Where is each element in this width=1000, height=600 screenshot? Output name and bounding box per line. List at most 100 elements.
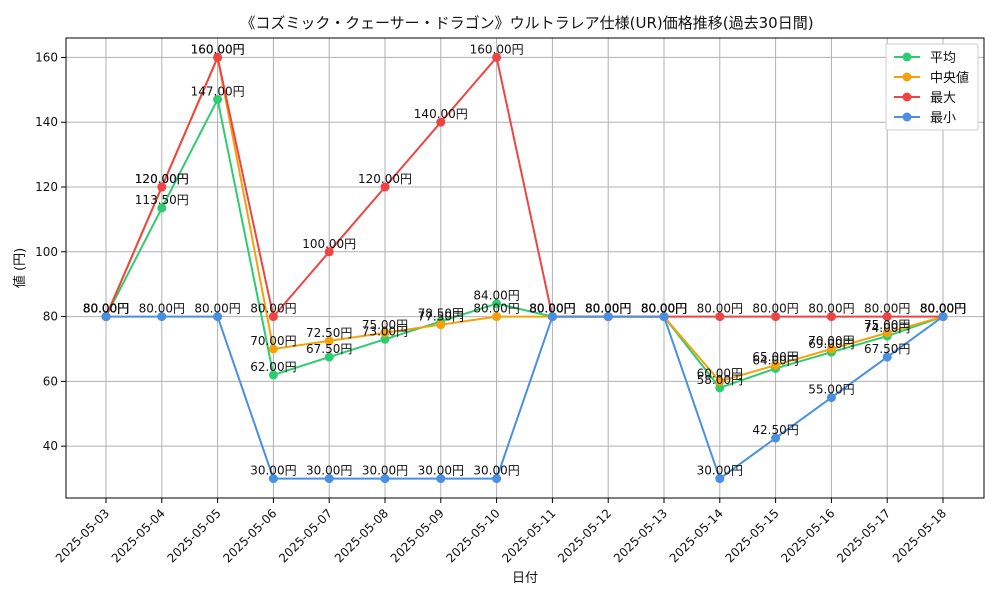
x-tick-label: 2025-05-10 (444, 506, 503, 565)
legend-swatch-marker (902, 92, 912, 102)
data-label: 80.00円 (864, 302, 910, 316)
data-label: 70.00円 (808, 334, 854, 348)
data-label: 67.50円 (864, 342, 910, 356)
series-line (105, 96, 944, 390)
data-point (938, 312, 948, 322)
data-label: 64.00円 (752, 353, 798, 367)
data-label: 75.00円 (362, 318, 408, 332)
legend-swatch-marker (902, 72, 912, 82)
data-label: 70.00円 (250, 334, 296, 348)
x-tick-label: 2025-05-12 (555, 506, 614, 565)
data-point (268, 344, 278, 354)
data-label: 120.00円 (358, 172, 412, 186)
legend-label: 最小 (930, 111, 956, 126)
legend-label: 中央値 (930, 70, 969, 86)
data-point (882, 312, 892, 322)
x-tick-label: 2025-05-07 (276, 506, 335, 565)
data-label: 147.00円 (191, 85, 245, 99)
x-tick-label: 2025-05-04 (109, 506, 168, 565)
data-point (213, 95, 223, 105)
data-point (826, 344, 836, 354)
series-line (106, 315, 944, 481)
data-point (324, 336, 334, 346)
data-label: 80.00円 (752, 302, 798, 316)
data-label: 140.00円 (414, 107, 468, 121)
data-label: 80.00円 (250, 302, 296, 316)
data-point (492, 299, 502, 309)
x-tick-label: 2025-05-08 (332, 506, 391, 565)
data-point (436, 474, 446, 484)
series-line (105, 54, 944, 383)
data-point (268, 474, 278, 484)
data-label: 80.00円 (83, 302, 129, 316)
data-point (492, 474, 502, 484)
data-point (157, 203, 167, 213)
data-label: 80.00円 (697, 302, 743, 316)
data-point (492, 312, 502, 322)
data-point (715, 312, 725, 322)
data-label: 120.00円 (135, 172, 189, 186)
data-label: 80.00円 (641, 302, 687, 316)
data-point (157, 312, 167, 322)
x-tick-label: 2025-05-16 (778, 506, 837, 565)
x-tick-label: 2025-05-06 (220, 506, 279, 565)
data-label: 80.00円 (83, 302, 129, 316)
data-label: 80.00円 (920, 302, 966, 316)
data-label: 80.00円 (641, 302, 687, 316)
x-tick-label: 2025-05-03 (53, 506, 112, 565)
data-point (157, 182, 167, 192)
x-tick-label: 2025-05-05 (165, 506, 224, 565)
x-tick-label: 2025-05-15 (723, 506, 782, 565)
x-axis: 2025-05-032025-05-042025-05-052025-05-06… (53, 498, 949, 565)
data-point (882, 328, 892, 338)
data-label: 80.00円 (83, 302, 129, 316)
data-label: 80.00円 (641, 302, 687, 316)
data-label: 55.00円 (808, 383, 854, 397)
y-tick-label: 120 (35, 180, 58, 194)
x-tick-label: 2025-05-11 (499, 506, 558, 565)
data-label: 74.00円 (864, 321, 910, 335)
data-label: 80.00円 (529, 302, 575, 316)
data-point (882, 352, 892, 362)
data-label: 80.00円 (139, 302, 185, 316)
data-point (771, 360, 781, 370)
data-label: 30.00円 (697, 464, 743, 478)
data-label: 65.00円 (752, 350, 798, 364)
data-point (101, 312, 111, 322)
data-labels: 80.00円 113.50円 147.00円 62.00円 67.50円 73.00円 78… (83, 42, 966, 477)
data-label: 80.00円 (585, 302, 631, 316)
data-point (715, 474, 725, 484)
data-label: 60.00円 (697, 366, 743, 380)
y-axis: 40 60 80 100 120 140 160 (35, 50, 66, 453)
data-point (492, 52, 502, 62)
y-tick-label: 40 (43, 439, 58, 453)
data-point (324, 247, 334, 257)
series-layer (101, 52, 948, 484)
data-label: 80.00円 (808, 302, 854, 316)
data-label: 30.00円 (473, 464, 519, 478)
data-label: 73.00円 (362, 324, 408, 338)
data-point (436, 117, 446, 127)
data-label: 80.00円 (920, 302, 966, 316)
data-label: 80.00円 (920, 302, 966, 316)
data-label: 30.00円 (306, 464, 352, 478)
data-label: 30.00円 (418, 464, 464, 478)
grid (66, 38, 984, 498)
data-point (826, 393, 836, 403)
x-tick-label: 2025-05-09 (388, 506, 447, 565)
data-label: 75.00円 (864, 318, 910, 332)
data-label: 78.50円 (418, 306, 464, 320)
y-tick-label: 160 (35, 50, 58, 64)
data-label: 80.00円 (585, 302, 631, 316)
data-point (547, 312, 557, 322)
data-point (213, 52, 223, 62)
data-label: 80.00円 (473, 302, 519, 316)
data-point (380, 182, 390, 192)
x-tick-label: 2025-05-14 (667, 506, 726, 565)
series-3 (101, 312, 948, 484)
data-label: 80.00円 (585, 302, 631, 316)
data-label: 80.00円 (529, 302, 575, 316)
data-point (380, 334, 390, 344)
